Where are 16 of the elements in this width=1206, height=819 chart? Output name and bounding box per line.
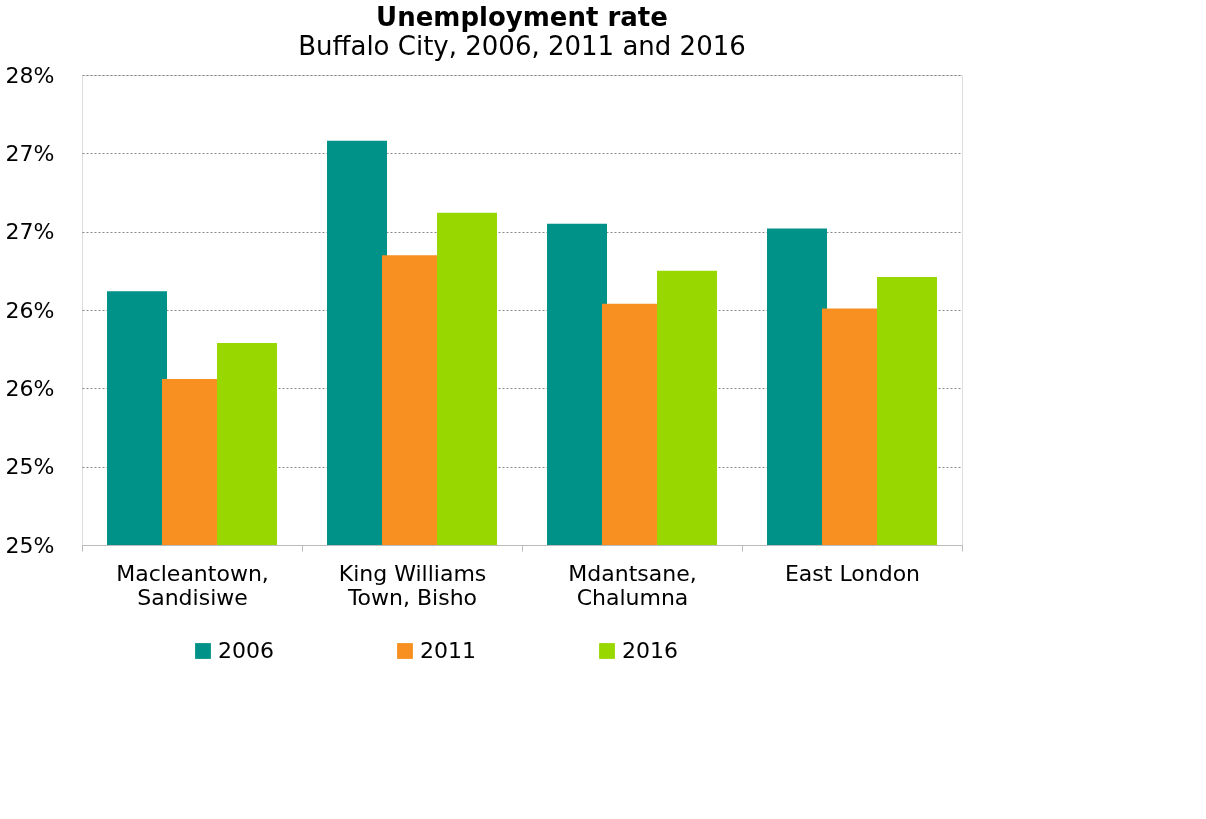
y-tick-label: 25% — [5, 454, 55, 480]
chart-title: Unemployment rate — [376, 2, 668, 32]
y-tick-label: 25% — [5, 532, 55, 558]
y-tick-label: 27% — [5, 219, 55, 245]
y-tick-label: 27% — [5, 140, 55, 166]
x-tick-label: Macleantown, Sandisiwe — [116, 560, 269, 610]
y-tick-label: 28% — [5, 62, 55, 88]
legend-label: 2016 — [622, 638, 678, 663]
x-tick-label: East London — [784, 560, 921, 586]
chart-subtitle: Buffalo City, 2006, 2011 and 2016 — [298, 31, 746, 61]
legend-label: 2011 — [420, 638, 476, 663]
y-tick-label: 26% — [5, 375, 55, 401]
x-tick-label: Mdantsane, Chalumna — [568, 560, 697, 610]
y-tick-label: 26% — [5, 297, 55, 323]
x-tick-label: King Williams Town, Bisho — [338, 560, 487, 610]
legend-label: 2006 — [218, 638, 274, 663]
